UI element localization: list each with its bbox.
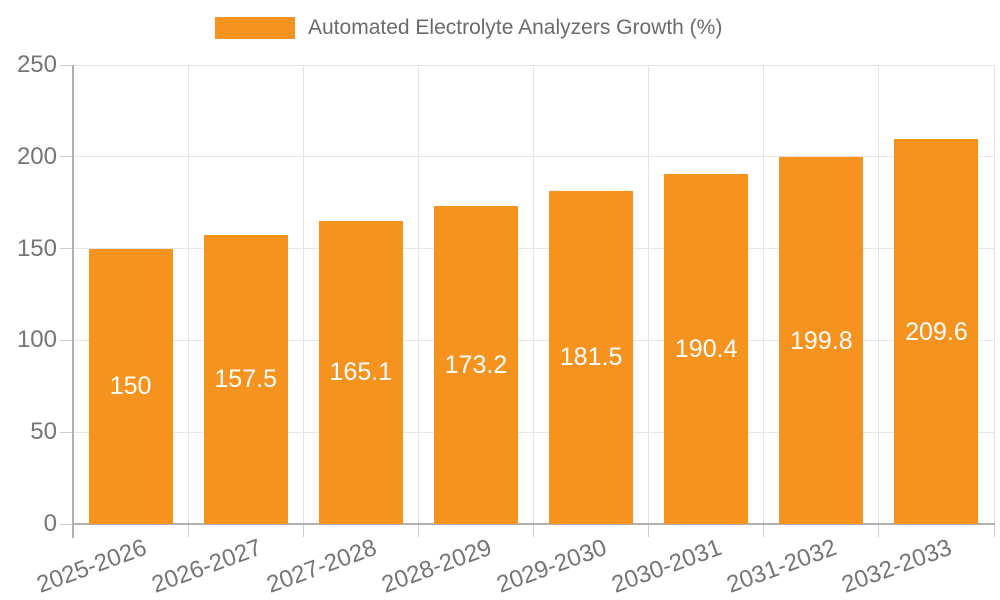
y-axis-tick [60, 523, 73, 525]
bar-value-label: 157.5 [214, 365, 277, 394]
bar[interactable] [433, 206, 518, 524]
bar[interactable] [894, 139, 979, 524]
y-tick-label: 100 [16, 326, 57, 354]
gridline-vertical [187, 65, 189, 524]
bar-value-label: 165.1 [329, 358, 393, 387]
x-axis-tick [302, 524, 304, 537]
legend-label: Automated Electrolyte Analyzers Growth (… [308, 16, 723, 39]
bar[interactable] [549, 190, 634, 524]
y-axis-tick [60, 339, 73, 341]
bar[interactable] [664, 174, 749, 524]
bar-value-label: 190.4 [674, 335, 738, 364]
gridline-vertical [993, 65, 995, 524]
bar[interactable] [318, 220, 403, 524]
x-axis-tick [878, 524, 880, 537]
legend-swatch-icon [215, 17, 295, 39]
x-axis-tick [187, 524, 189, 537]
legend[interactable]: Automated Electrolyte Analyzers Growth (… [215, 16, 722, 40]
y-axis-tick [60, 156, 73, 158]
x-axis-tick [993, 524, 995, 537]
y-axis-tick [60, 248, 73, 250]
bar-value-label: 199.8 [790, 326, 853, 355]
x-axis-line [72, 523, 995, 525]
bar[interactable] [203, 234, 288, 524]
bar-value-label: 181.5 [559, 343, 623, 372]
y-tick-label: 200 [16, 142, 57, 170]
x-axis-tick [417, 524, 419, 537]
gridline-vertical [763, 65, 765, 524]
bar-value-label: 150 [109, 372, 152, 401]
y-tick-label: 50 [30, 418, 57, 446]
gridline-vertical [417, 65, 419, 524]
y-tick-label: 0 [43, 510, 57, 537]
bar-value-label: 173.2 [444, 351, 508, 379]
gridline-vertical [878, 65, 880, 524]
x-axis-tick [533, 524, 534, 537]
gridline-vertical [648, 65, 650, 524]
y-axis-tick [60, 64, 73, 66]
y-axis-tick [60, 431, 73, 433]
gridline-vertical [533, 65, 534, 524]
x-axis-tick [648, 524, 650, 537]
bar-value-label: 209.6 [905, 317, 968, 346]
bar[interactable] [779, 157, 864, 524]
y-tick-label: 250 [16, 51, 57, 78]
y-axis-line [72, 65, 74, 538]
gridline-vertical [302, 65, 304, 524]
bar[interactable] [88, 248, 173, 524]
x-axis-tick [763, 524, 765, 537]
y-tick-label: 150 [16, 234, 57, 262]
